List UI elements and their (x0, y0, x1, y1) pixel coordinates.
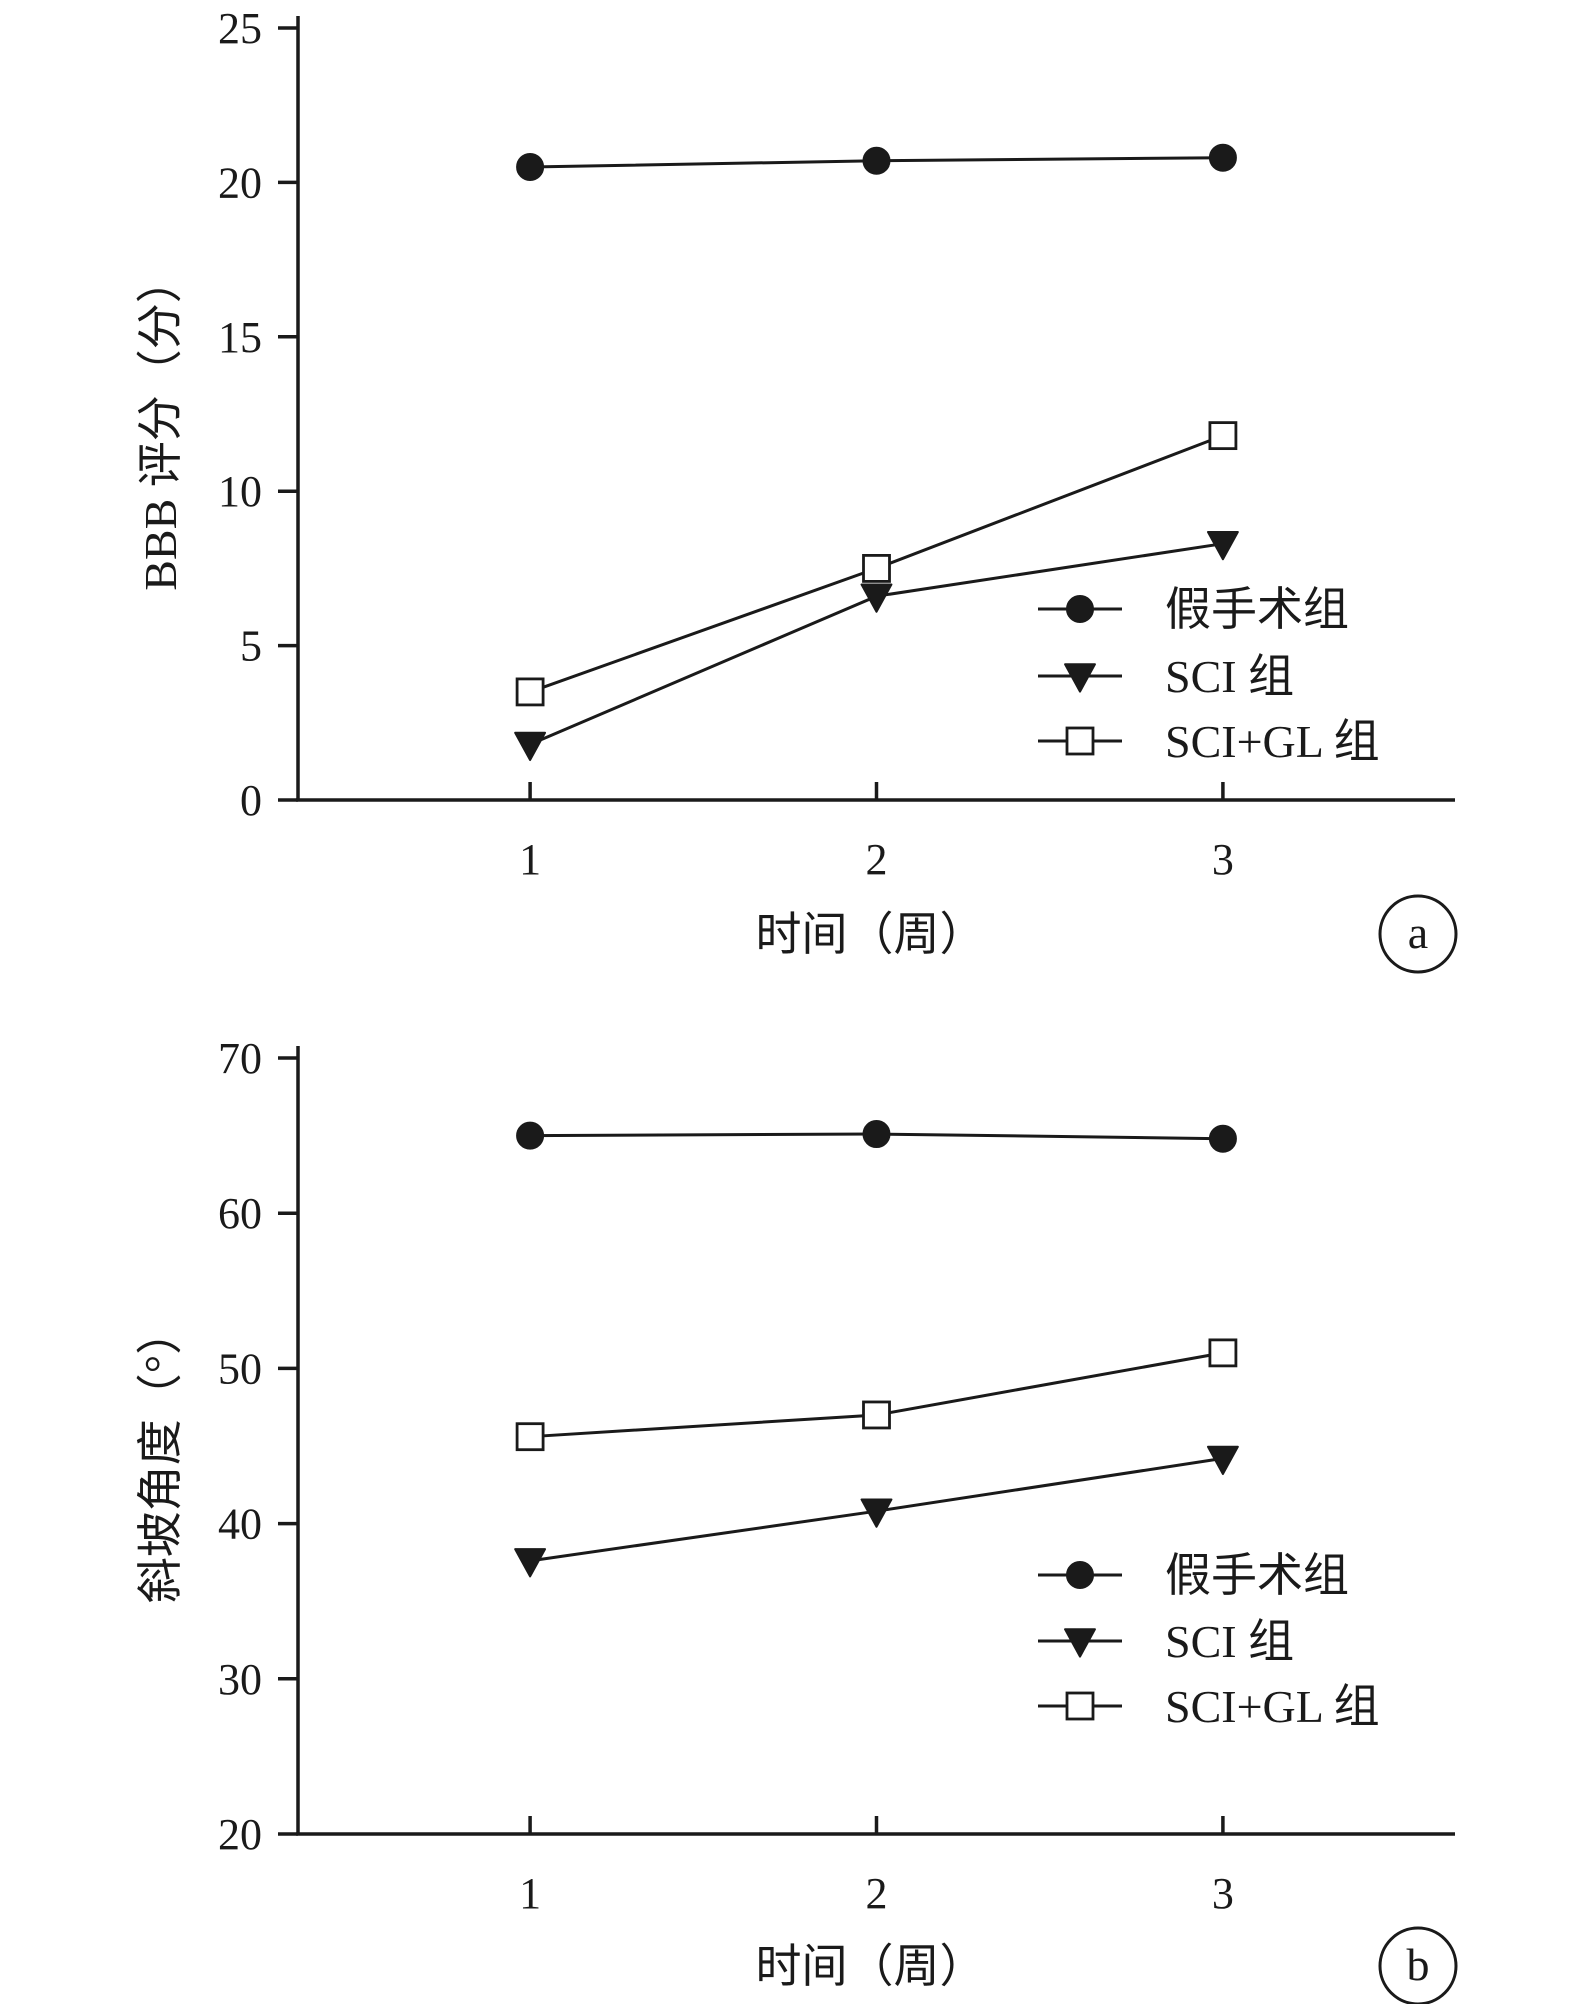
x-tick-label: 3 (1212, 1869, 1234, 1918)
legend-marker-2 (1064, 1628, 1096, 1658)
series-2-point (1206, 530, 1239, 561)
legend-marker-1 (1066, 595, 1094, 623)
series-3-point (1208, 421, 1238, 451)
y-axis-title: 斜坡角度（°） (135, 1309, 186, 1603)
series-3-point (515, 1422, 545, 1452)
x-tick-label: 3 (1212, 835, 1234, 884)
legend-marker-3 (1065, 726, 1095, 756)
x-tick-label: 2 (866, 1869, 888, 1918)
y-tick-label: 30 (218, 1655, 262, 1704)
y-tick-label: 20 (218, 158, 262, 207)
y-tick-label: 25 (218, 4, 262, 53)
series-3-point (515, 677, 545, 707)
legend-label-1: 假手术组 (1165, 1550, 1349, 1601)
series-1-point (862, 1120, 891, 1149)
series-2-point (514, 1548, 547, 1578)
x-axis-title: 时间（周） (756, 1941, 986, 1992)
legend-label-2: SCI 组 (1165, 651, 1294, 702)
legend-marker-2 (1064, 663, 1096, 693)
panel-letter-circle (1378, 894, 1458, 974)
series-2-point (1206, 1445, 1239, 1476)
chart-panel-a: 0 5 10 15 20 25 1 2 3 时间（周） BBB 评分（分） a 假手术组 SCI 组 SCI… (135, 4, 1458, 974)
legend-label-3: SCI+GL 组 (1165, 716, 1380, 767)
panel-letter: a (1408, 907, 1428, 958)
y-axis-title: BBB 评分（分） (135, 257, 186, 591)
series-2-point (514, 731, 547, 762)
y-tick-label: 60 (218, 1189, 262, 1238)
y-tick-label: 70 (218, 1034, 262, 1083)
series-2-point (860, 583, 893, 613)
y-tick-label: 20 (218, 1810, 262, 1859)
series-1-point (516, 152, 545, 181)
x-tick-label: 2 (866, 835, 888, 884)
legend-marker-3 (1065, 1691, 1095, 1721)
series-1-point (1208, 1124, 1237, 1153)
legend-label-2: SCI 组 (1165, 1616, 1294, 1667)
y-tick-label: 15 (218, 313, 262, 362)
y-tick-label: 10 (218, 467, 262, 516)
series-3-point (862, 1400, 891, 1430)
series-3-point (1208, 1338, 1238, 1368)
y-tick-label: 0 (240, 776, 262, 825)
series-1-point (516, 1121, 545, 1150)
y-tick-label: 5 (240, 622, 262, 671)
legend-label-1: 假手术组 (1165, 584, 1349, 635)
chart-panel-b: 20 30 40 50 60 70 1 2 3 时间（周） 斜坡角度（°） b 假手术组 SCI 组 SCI… (135, 1034, 1458, 2004)
series-1-point (1208, 143, 1237, 172)
legend-marker-1 (1066, 1561, 1094, 1589)
panel-letter-circle (1378, 1926, 1458, 2004)
series-1-point (862, 146, 891, 175)
y-tick-label: 40 (218, 1500, 262, 1549)
series-3-point (862, 554, 891, 583)
legend: 假手术组 SCI 组 SCI+GL 组 (1038, 584, 1380, 767)
legend: 假手术组 SCI 组 SCI+GL 组 (1038, 1550, 1380, 1732)
y-tick-label: 50 (218, 1344, 262, 1393)
legend-label-3: SCI+GL 组 (1165, 1681, 1380, 1732)
x-tick-label: 1 (519, 1869, 541, 1918)
series-2-point (860, 1498, 893, 1528)
panel-letter: b (1407, 1939, 1430, 1990)
x-tick-label: 1 (519, 835, 541, 884)
x-axis-title: 时间（周） (756, 909, 986, 960)
